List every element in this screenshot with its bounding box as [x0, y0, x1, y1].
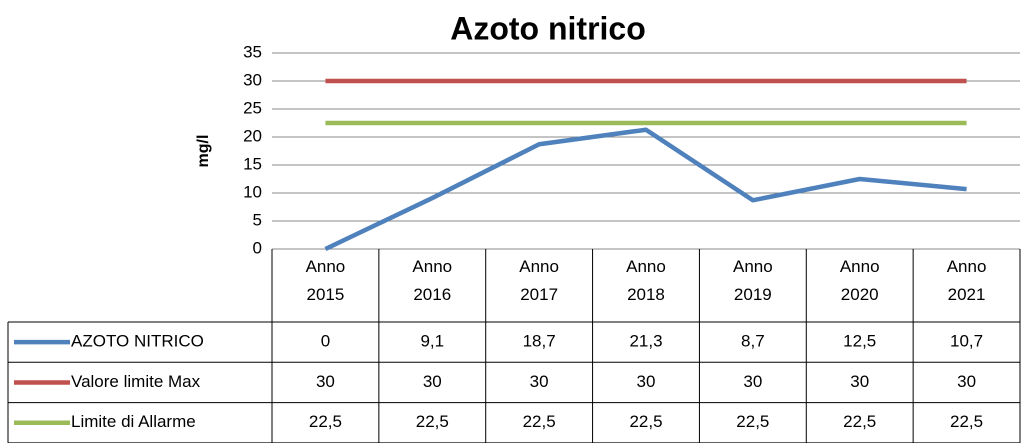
- y-tick-label: 20: [243, 126, 262, 145]
- table-cell: 22,5: [736, 412, 769, 431]
- y-tick-label: 25: [243, 98, 262, 117]
- table-cell: 22,5: [416, 412, 449, 431]
- chart-title: Azoto nitrico: [450, 10, 646, 46]
- table-cell: 22,5: [950, 412, 983, 431]
- table-cell: 22,5: [843, 412, 876, 431]
- y-tick-label: 5: [253, 210, 262, 229]
- table-cell: 30: [316, 372, 335, 391]
- x-tick-label-box: Anno 2016: [412, 257, 453, 304]
- x-tick-label-box: Anno 2015: [305, 257, 346, 304]
- x-tick-label-box: Anno 2020: [839, 257, 880, 304]
- table-cell: 22,5: [629, 412, 662, 431]
- y-tick-label: 10: [243, 182, 262, 201]
- table-cell: 0: [321, 332, 330, 351]
- y-tick-label: 35: [243, 42, 262, 61]
- x-tick-label: Anno 2019: [732, 257, 773, 304]
- legend-label: AZOTO NITRICO: [71, 332, 204, 351]
- table-cell: 12,5: [843, 332, 876, 351]
- series-line: [324, 127, 967, 252]
- table-cell: 21,3: [629, 332, 662, 351]
- table-cell: 10,7: [950, 332, 983, 351]
- table-cell: 9,1: [420, 332, 444, 351]
- y-axis-label: mg/l: [195, 135, 212, 168]
- x-tick-label-box: Anno 2019: [732, 257, 773, 304]
- table-cell: 22,5: [309, 412, 342, 431]
- table-cell: 30: [957, 372, 976, 391]
- table-cell: 30: [743, 372, 762, 391]
- y-tick-label: 30: [243, 70, 262, 89]
- table-cell: 30: [637, 372, 656, 391]
- legend-label: Limite di Allarme: [71, 412, 196, 431]
- x-tick-label: Anno 2017: [519, 257, 559, 304]
- x-tick-label: Anno 2020: [839, 257, 880, 304]
- x-tick-label: Anno 2021: [946, 257, 987, 304]
- x-tick-label: Anno 2016: [412, 257, 453, 304]
- table-cell: 30: [530, 372, 549, 391]
- x-tick-label: Anno 2015: [305, 257, 346, 304]
- x-tick-label-box: Anno 2021: [946, 257, 987, 304]
- table-cell: 30: [423, 372, 442, 391]
- table-cell: 18,7: [523, 332, 556, 351]
- legend-label: Valore limite Max: [71, 372, 201, 391]
- y-tick-label: 15: [243, 154, 262, 173]
- table-cell: 8,7: [741, 332, 765, 351]
- x-tick-label: Anno 2018: [626, 257, 666, 304]
- x-tick-label-box: Anno 2018: [626, 257, 666, 304]
- y-tick-label: 0: [253, 238, 262, 257]
- table-cell: 22,5: [523, 412, 556, 431]
- table-cell: 30: [850, 372, 869, 391]
- x-tick-label-box: Anno 2017: [519, 257, 559, 304]
